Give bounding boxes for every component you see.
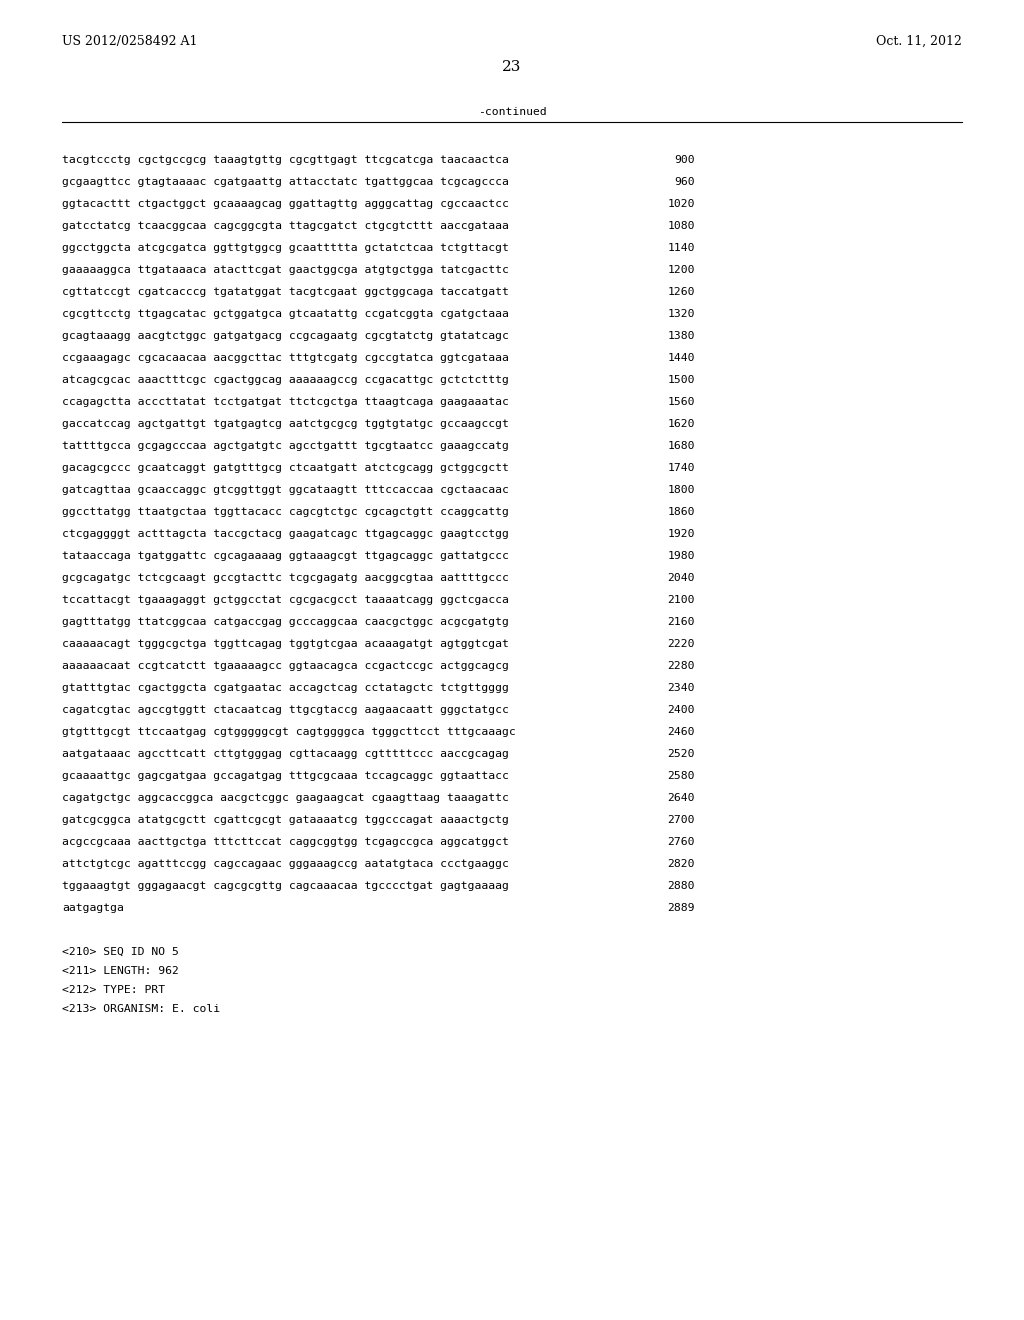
- Text: 1440: 1440: [668, 352, 695, 363]
- Text: 2760: 2760: [668, 837, 695, 847]
- Text: 1680: 1680: [668, 441, 695, 451]
- Text: <210> SEQ ID NO 5: <210> SEQ ID NO 5: [62, 946, 179, 957]
- Text: Oct. 11, 2012: Oct. 11, 2012: [877, 36, 962, 48]
- Text: 2820: 2820: [668, 859, 695, 869]
- Text: tattttgcca gcgagcccaa agctgatgtc agcctgattt tgcgtaatcc gaaagccatg: tattttgcca gcgagcccaa agctgatgtc agcctga…: [62, 441, 509, 451]
- Text: gaaaaaggca ttgataaaca atacttcgat gaactggcga atgtgctgga tatcgacttc: gaaaaaggca ttgataaaca atacttcgat gaactgg…: [62, 265, 509, 275]
- Text: 1260: 1260: [668, 286, 695, 297]
- Text: 2220: 2220: [668, 639, 695, 649]
- Text: aatgataaac agccttcatt cttgtgggag cgttacaagg cgtttttccc aaccgcagag: aatgataaac agccttcatt cttgtgggag cgttaca…: [62, 748, 509, 759]
- Text: tataaccaga tgatggattc cgcagaaaag ggtaaagcgt ttgagcaggc gattatgccc: tataaccaga tgatggattc cgcagaaaag ggtaaag…: [62, 550, 509, 561]
- Text: ggcctggcta atcgcgatca ggttgtggcg gcaattttta gctatctcaa tctgttacgt: ggcctggcta atcgcgatca ggttgtggcg gcaattt…: [62, 243, 509, 253]
- Text: cgcgttcctg ttgagcatac gctggatgca gtcaatattg ccgatcggta cgatgctaaa: cgcgttcctg ttgagcatac gctggatgca gtcaata…: [62, 309, 509, 319]
- Text: ctcgaggggt actttagcta taccgctacg gaagatcagc ttgagcaggc gaagtcctgg: ctcgaggggt actttagcta taccgctacg gaagatc…: [62, 529, 509, 539]
- Text: 2280: 2280: [668, 661, 695, 671]
- Text: ccagagctta acccttatat tcctgatgat ttctcgctga ttaagtcaga gaagaaatac: ccagagctta acccttatat tcctgatgat ttctcgc…: [62, 397, 509, 407]
- Text: 1800: 1800: [668, 484, 695, 495]
- Text: 1740: 1740: [668, 463, 695, 473]
- Text: 1860: 1860: [668, 507, 695, 517]
- Text: cagatcgtac agccgtggtt ctacaatcag ttgcgtaccg aagaacaatt gggctatgcc: cagatcgtac agccgtggtt ctacaatcag ttgcgta…: [62, 705, 509, 715]
- Text: gacagcgccc gcaatcaggt gatgtttgcg ctcaatgatt atctcgcagg gctggcgctt: gacagcgccc gcaatcaggt gatgtttgcg ctcaatg…: [62, 463, 509, 473]
- Text: cgttatccgt cgatcacccg tgatatggat tacgtcgaat ggctggcaga taccatgatt: cgttatccgt cgatcacccg tgatatggat tacgtcg…: [62, 286, 509, 297]
- Text: 1980: 1980: [668, 550, 695, 561]
- Text: tccattacgt tgaaagaggt gctggcctat cgcgacgcct taaaatcagg ggctcgacca: tccattacgt tgaaagaggt gctggcctat cgcgacg…: [62, 595, 509, 605]
- Text: <213> ORGANISM: E. coli: <213> ORGANISM: E. coli: [62, 1005, 220, 1014]
- Text: gagtttatgg ttatcggcaa catgaccgag gcccaggcaa caacgctggc acgcgatgtg: gagtttatgg ttatcggcaa catgaccgag gcccagg…: [62, 616, 509, 627]
- Text: gcagtaaagg aacgtctggc gatgatgacg ccgcagaatg cgcgtatctg gtatatcagc: gcagtaaagg aacgtctggc gatgatgacg ccgcaga…: [62, 331, 509, 341]
- Text: 960: 960: [675, 177, 695, 187]
- Text: aaaaaacaat ccgtcatctt tgaaaaagcc ggtaacagca ccgactccgc actggcagcg: aaaaaacaat ccgtcatctt tgaaaaagcc ggtaaca…: [62, 661, 509, 671]
- Text: caaaaacagt tgggcgctga tggttcagag tggtgtcgaa acaaagatgt agtggtcgat: caaaaacagt tgggcgctga tggttcagag tggtgtc…: [62, 639, 509, 649]
- Text: aatgagtga: aatgagtga: [62, 903, 124, 913]
- Text: 2100: 2100: [668, 595, 695, 605]
- Text: tggaaagtgt gggagaacgt cagcgcgttg cagcaaacaa tgcccctgat gagtgaaaag: tggaaagtgt gggagaacgt cagcgcgttg cagcaaa…: [62, 880, 509, 891]
- Text: gatcctatcg tcaacggcaa cagcggcgta ttagcgatct ctgcgtcttt aaccgataaa: gatcctatcg tcaacggcaa cagcggcgta ttagcga…: [62, 220, 509, 231]
- Text: 900: 900: [675, 154, 695, 165]
- Text: gatcagttaa gcaaccaggc gtcggttggt ggcataagtt tttccaccaa cgctaacaac: gatcagttaa gcaaccaggc gtcggttggt ggcataa…: [62, 484, 509, 495]
- Text: gtgtttgcgt ttccaatgag cgtgggggcgt cagtggggca tgggcttcct tttgcaaagc: gtgtttgcgt ttccaatgag cgtgggggcgt cagtgg…: [62, 727, 516, 737]
- Text: <211> LENGTH: 962: <211> LENGTH: 962: [62, 966, 179, 975]
- Text: 2880: 2880: [668, 880, 695, 891]
- Text: 2040: 2040: [668, 573, 695, 583]
- Text: 1200: 1200: [668, 265, 695, 275]
- Text: 1140: 1140: [668, 243, 695, 253]
- Text: 23: 23: [503, 59, 521, 74]
- Text: cagatgctgc aggcaccggca aacgctcggc gaagaagcat cgaagttaag taaagattc: cagatgctgc aggcaccggca aacgctcggc gaagaa…: [62, 793, 509, 803]
- Text: gcgcagatgc tctcgcaagt gccgtacttc tcgcgagatg aacggcgtaa aattttgccc: gcgcagatgc tctcgcaagt gccgtacttc tcgcgag…: [62, 573, 509, 583]
- Text: 2460: 2460: [668, 727, 695, 737]
- Text: 1020: 1020: [668, 199, 695, 209]
- Text: gcaaaattgc gagcgatgaa gccagatgag tttgcgcaaa tccagcaggc ggtaattacc: gcaaaattgc gagcgatgaa gccagatgag tttgcgc…: [62, 771, 509, 781]
- Text: gtatttgtac cgactggcta cgatgaatac accagctcag cctatagctc tctgttgggg: gtatttgtac cgactggcta cgatgaatac accagct…: [62, 682, 509, 693]
- Text: <212> TYPE: PRT: <212> TYPE: PRT: [62, 985, 165, 995]
- Text: attctgtcgc agatttccgg cagccagaac gggaaagccg aatatgtaca ccctgaaggc: attctgtcgc agatttccgg cagccagaac gggaaag…: [62, 859, 509, 869]
- Text: 2700: 2700: [668, 814, 695, 825]
- Text: 2640: 2640: [668, 793, 695, 803]
- Text: atcagcgcac aaactttcgc cgactggcag aaaaaagccg ccgacattgc gctctctttg: atcagcgcac aaactttcgc cgactggcag aaaaaag…: [62, 375, 509, 385]
- Text: ggccttatgg ttaatgctaa tggttacacc cagcgtctgc cgcagctgtt ccaggcattg: ggccttatgg ttaatgctaa tggttacacc cagcgtc…: [62, 507, 509, 517]
- Text: 1920: 1920: [668, 529, 695, 539]
- Text: 1500: 1500: [668, 375, 695, 385]
- Text: 2580: 2580: [668, 771, 695, 781]
- Text: acgccgcaaa aacttgctga tttcttccat caggcggtgg tcgagccgca aggcatggct: acgccgcaaa aacttgctga tttcttccat caggcgg…: [62, 837, 509, 847]
- Text: gaccatccag agctgattgt tgatgagtcg aatctgcgcg tggtgtatgc gccaagccgt: gaccatccag agctgattgt tgatgagtcg aatctgc…: [62, 418, 509, 429]
- Text: 2160: 2160: [668, 616, 695, 627]
- Text: 2520: 2520: [668, 748, 695, 759]
- Text: 2889: 2889: [668, 903, 695, 913]
- Text: 1320: 1320: [668, 309, 695, 319]
- Text: US 2012/0258492 A1: US 2012/0258492 A1: [62, 36, 198, 48]
- Text: tacgtccctg cgctgccgcg taaagtgttg cgcgttgagt ttcgcatcga taacaactca: tacgtccctg cgctgccgcg taaagtgttg cgcgttg…: [62, 154, 509, 165]
- Text: gcgaagttcc gtagtaaaac cgatgaattg attacctatc tgattggcaa tcgcagccca: gcgaagttcc gtagtaaaac cgatgaattg attacct…: [62, 177, 509, 187]
- Text: 1080: 1080: [668, 220, 695, 231]
- Text: ccgaaagagc cgcacaacaa aacggcttac tttgtcgatg cgccgtatca ggtcgataaa: ccgaaagagc cgcacaacaa aacggcttac tttgtcg…: [62, 352, 509, 363]
- Text: 2400: 2400: [668, 705, 695, 715]
- Text: 1620: 1620: [668, 418, 695, 429]
- Text: ggtacacttt ctgactggct gcaaaagcag ggattagttg agggcattag cgccaactcc: ggtacacttt ctgactggct gcaaaagcag ggattag…: [62, 199, 509, 209]
- Text: 1560: 1560: [668, 397, 695, 407]
- Text: gatcgcggca atatgcgctt cgattcgcgt gataaaatcg tggcccagat aaaactgctg: gatcgcggca atatgcgctt cgattcgcgt gataaaa…: [62, 814, 509, 825]
- Text: 2340: 2340: [668, 682, 695, 693]
- Text: 1380: 1380: [668, 331, 695, 341]
- Text: -continued: -continued: [477, 107, 547, 117]
